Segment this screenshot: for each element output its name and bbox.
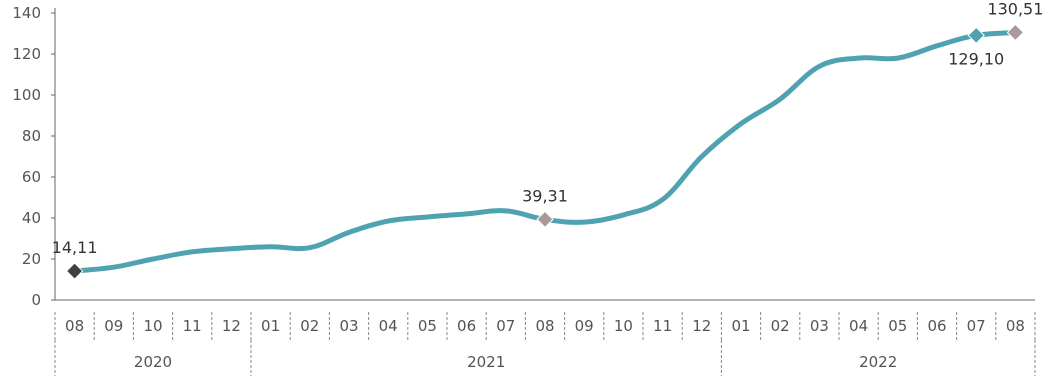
y-tick-label: 140 [12, 4, 41, 22]
y-tick-label: 80 [22, 127, 41, 145]
y-tick-label: 120 [12, 45, 41, 63]
y-tick-label: 100 [12, 86, 41, 104]
y-tick-label: 0 [31, 291, 41, 309]
annotation-layer: 14,11 39,31 129,10 130,51 [52, 0, 1043, 280]
y-tick-label: 40 [22, 209, 41, 227]
annotation-marker [1006, 23, 1025, 42]
x-tick-label: 06 [927, 317, 946, 335]
x-tick-label: 09 [104, 317, 123, 335]
x-tick-label: 05 [418, 317, 437, 335]
x-tick-label: 06 [457, 317, 476, 335]
x-tick-label: 01 [261, 317, 280, 335]
annotation-marker [536, 210, 554, 229]
x-tick-label: 12 [222, 317, 241, 335]
y-tick-label: 60 [22, 168, 41, 186]
x-tick-label: 09 [575, 317, 594, 335]
y-tick-label: 20 [22, 250, 41, 268]
x-axis: 08 09 10 11 12 01 02 03 04 05 06 07 08 09 10 11 12 01 02 03… [54, 299, 1036, 376]
x-tick-label: 01 [731, 317, 750, 335]
x-tick-label: 11 [183, 317, 202, 335]
x-tick-label: 12 [692, 317, 711, 335]
data-label: 39,31 [522, 186, 568, 205]
x-tick-label: 10 [143, 317, 162, 335]
x-tick-label: 08 [535, 317, 554, 335]
x-tick-label: 07 [496, 317, 515, 335]
year-label: 2022 [859, 353, 897, 371]
data-label: 14,11 [52, 238, 98, 257]
x-tick-label: 08 [65, 317, 84, 335]
x-tick-label: 11 [653, 317, 672, 335]
x-tick-label: 08 [1006, 317, 1025, 335]
year-label: 2021 [467, 353, 505, 371]
x-tick-label: 03 [810, 317, 829, 335]
year-label: 2020 [134, 353, 172, 371]
x-tick-label: 04 [379, 317, 398, 335]
y-axis: 0 20 40 60 80 100 120 140 [12, 4, 56, 309]
x-tick-label: 03 [339, 317, 358, 335]
x-tick-label: 04 [849, 317, 868, 335]
x-tick-label: 10 [614, 317, 633, 335]
data-label: 130,51 [987, 0, 1043, 18]
x-tick-label: 02 [300, 317, 319, 335]
x-tick-label: 05 [888, 317, 907, 335]
annotation-marker [65, 262, 84, 280]
data-label: 129,10 [948, 49, 1004, 68]
annotation-marker [967, 26, 985, 45]
x-tick-label: 07 [967, 317, 986, 335]
series-layer [72, 29, 1018, 274]
x-tick-label: 02 [771, 317, 790, 335]
series-line [72, 29, 1018, 274]
